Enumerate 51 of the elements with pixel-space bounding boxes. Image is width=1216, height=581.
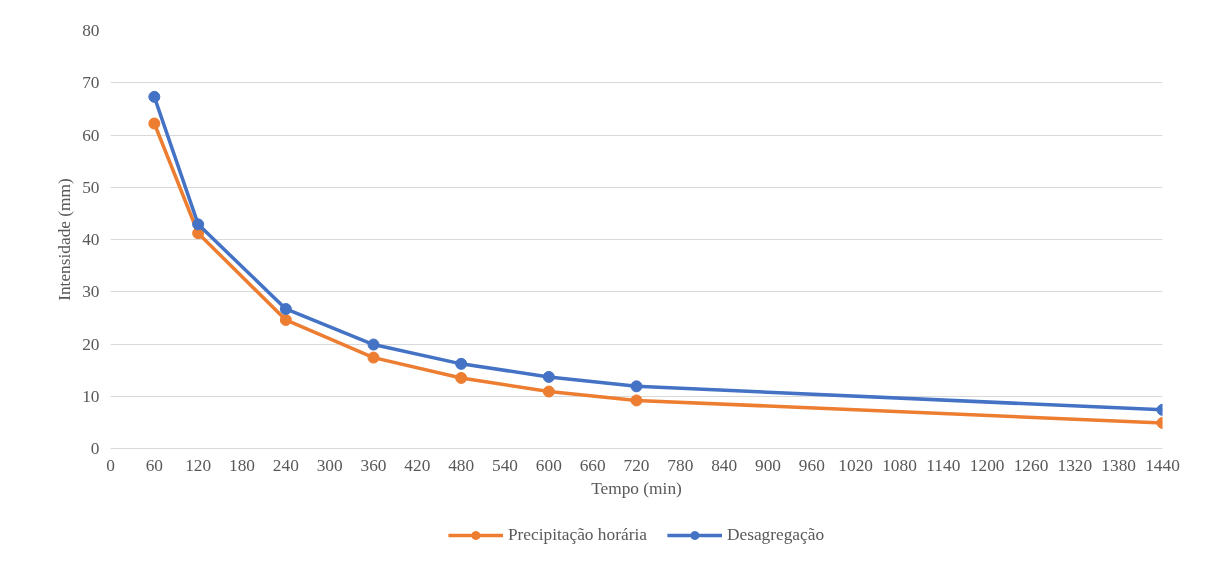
legend-label: Desagregação xyxy=(726,525,825,545)
x-tick-label: 720 xyxy=(623,455,650,475)
x-tick-label: 240 xyxy=(272,455,299,475)
y-tick-label: 30 xyxy=(82,282,100,302)
point xyxy=(367,351,380,364)
x-tick-label: 840 xyxy=(711,455,738,475)
point xyxy=(148,90,161,103)
x-tick-label: 960 xyxy=(798,455,825,475)
point xyxy=(279,313,292,326)
y-tick-label: 40 xyxy=(82,230,100,249)
y-tick-label: 20 xyxy=(82,334,100,354)
x-tick-label: 360 xyxy=(360,455,387,475)
y-tick-label: 60 xyxy=(82,125,100,145)
x-tick-label: 1020 xyxy=(838,455,873,475)
x-tick-label: 780 xyxy=(667,455,694,475)
y-tick-label: 0 xyxy=(90,439,100,458)
x-tick-label: 1200 xyxy=(969,455,1005,475)
x-tick-label: 660 xyxy=(579,455,606,475)
x-axis-title: Tempo (min) xyxy=(591,478,683,498)
x-tick-label: 1140 xyxy=(926,455,961,475)
point xyxy=(148,117,161,130)
point xyxy=(455,357,468,370)
x-tick-label: 540 xyxy=(492,455,518,475)
y-tick-label: 70 xyxy=(82,73,100,93)
point xyxy=(367,338,380,351)
x-tick-label: 900 xyxy=(755,455,781,475)
x-tick-label: 1380 xyxy=(1101,455,1136,475)
x-tick-label: 1260 xyxy=(1013,455,1049,475)
point xyxy=(542,385,555,398)
x-tick-label: 420 xyxy=(404,455,431,475)
x-tick-label: 480 xyxy=(448,455,475,475)
y-tick-label: 10 xyxy=(82,386,100,406)
x-tick-label: 300 xyxy=(316,455,343,475)
x-tick-label: 1320 xyxy=(1057,455,1093,475)
point xyxy=(542,370,555,383)
x-tick-label: 120 xyxy=(185,455,212,475)
point xyxy=(192,218,205,231)
x-tick-label: 0 xyxy=(106,455,115,475)
point xyxy=(630,394,643,407)
x-tick-label: 1440 xyxy=(1145,455,1180,475)
x-tick-label: 1080 xyxy=(882,455,917,475)
y-tick-label: 50 xyxy=(82,177,100,197)
point xyxy=(455,371,468,384)
y-axis-title: Intensidade (mm) xyxy=(55,177,75,301)
x-tick-label: 600 xyxy=(535,455,562,475)
point xyxy=(630,380,643,393)
x-tick-label: 180 xyxy=(229,455,255,475)
y-tick-label: 80 xyxy=(82,21,100,40)
x-tick-label: 60 xyxy=(145,455,163,475)
point xyxy=(279,303,292,315)
legend-label: Precipitação horária xyxy=(507,525,647,545)
